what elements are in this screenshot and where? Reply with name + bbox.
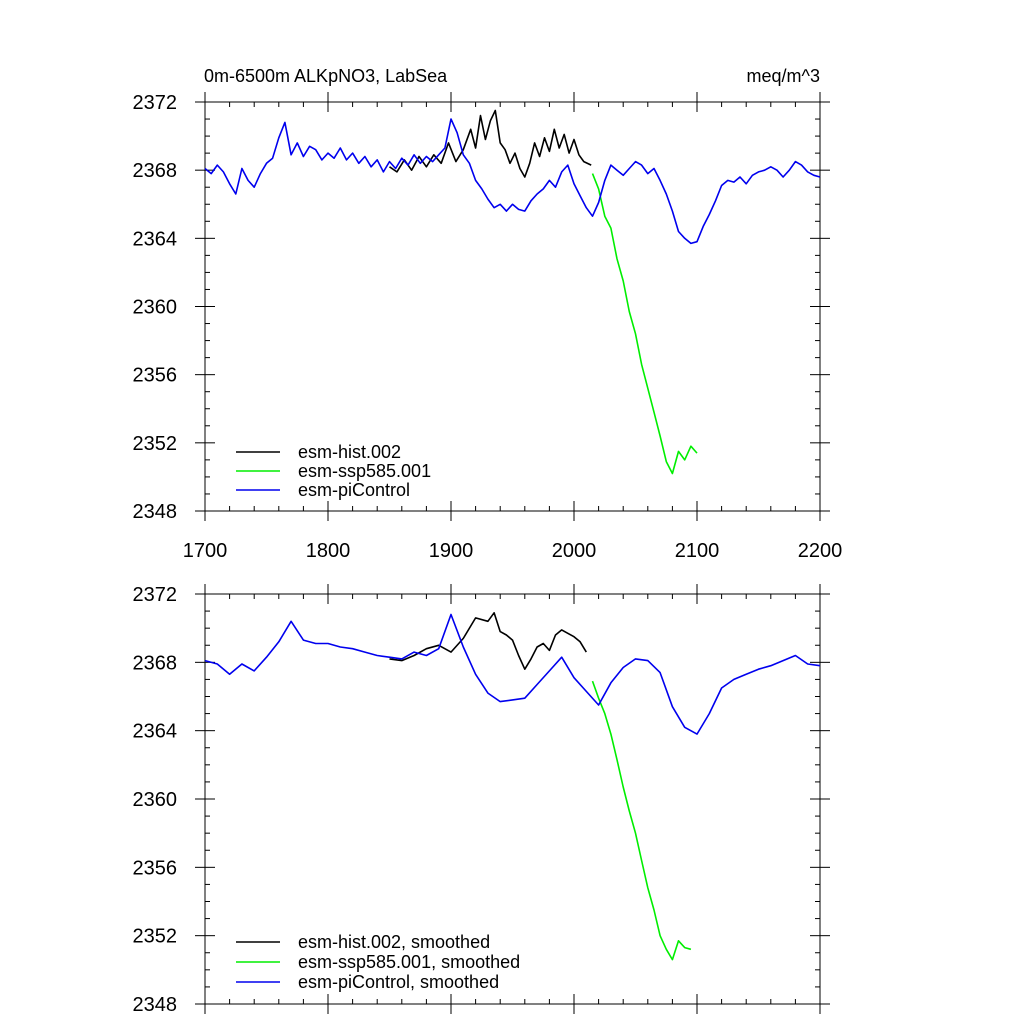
y-tick-label: 2356 <box>133 857 178 879</box>
y-tick-label: 2360 <box>133 297 178 319</box>
x-tick-label: 1700 <box>183 540 228 562</box>
y-tick-label: 2372 <box>133 584 178 606</box>
units-label: meq/m^3 <box>747 66 820 86</box>
y-tick-label: 2348 <box>133 994 178 1016</box>
x-tick-label: 2200 <box>798 540 843 562</box>
plot-panel-1: 1700 1800 1900 2000 2100 2200 2348 2352 2356 2360… <box>133 92 843 562</box>
legend-label: esm-piControl, smoothed <box>298 972 499 992</box>
y-tick-label: 2360 <box>133 789 178 811</box>
legend-label: esm-hist.002 <box>298 442 401 462</box>
y-tick-label: 2372 <box>133 92 178 114</box>
x-tick-label: 2100 <box>675 540 720 562</box>
x-tick-label: 2000 <box>552 540 597 562</box>
x-tick-label: 1800 <box>306 540 351 562</box>
plot-panel-2: 2348 2352 2356 2360 2364 2368 2372 esm-hist.002… <box>133 584 830 1016</box>
y-tick-label: 2356 <box>133 365 178 387</box>
y-tick-label: 2364 <box>133 228 178 250</box>
legend-label: esm-hist.002, smoothed <box>298 932 490 952</box>
y-tick-label: 2352 <box>133 433 178 455</box>
legend-label: esm-ssp585.001 <box>298 461 431 481</box>
legend-label: esm-piControl <box>298 480 410 500</box>
legend-label: esm-ssp585.001, smoothed <box>298 952 520 972</box>
y-tick-label: 2368 <box>133 652 178 674</box>
series-line-3 <box>204 118 821 245</box>
series-line-3 <box>204 613 821 735</box>
series-line-1 <box>389 109 592 178</box>
y-tick-label: 2364 <box>133 721 178 743</box>
y-tick-label: 2348 <box>133 501 178 523</box>
x-tick-label: 1900 <box>429 540 474 562</box>
chart-title: 0m-6500m ALKpNO3, LabSea <box>204 66 448 86</box>
y-tick-label: 2368 <box>133 160 178 182</box>
y-tick-label: 2352 <box>133 926 178 948</box>
series-line-1 <box>389 611 587 671</box>
series-line-2 <box>591 680 692 961</box>
series-line-2 <box>591 173 698 475</box>
